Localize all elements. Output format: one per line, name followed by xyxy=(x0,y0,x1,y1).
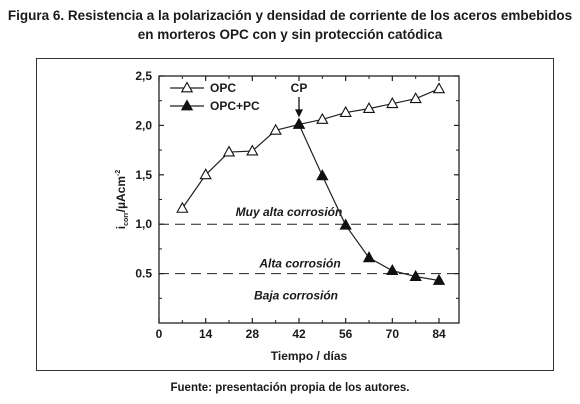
x-tick-label: 42 xyxy=(292,327,306,341)
figure-title: Figura 6. Resistencia a la polarización … xyxy=(0,6,580,44)
data-point xyxy=(432,273,446,285)
series-opc-pc xyxy=(292,117,446,285)
legend-label: OPC+PC xyxy=(210,99,260,113)
y-tick-label: 2,5 xyxy=(135,69,152,83)
legend-marker xyxy=(180,99,194,111)
data-point xyxy=(362,101,376,114)
data-point xyxy=(316,112,329,124)
data-point xyxy=(292,117,306,129)
x-tick-label: 84 xyxy=(432,327,446,341)
x-axis-label: Tiempo / días xyxy=(271,349,348,363)
data-point xyxy=(386,264,399,276)
y-axis-label-main: i xyxy=(114,226,128,229)
x-tick-label: 14 xyxy=(199,327,213,341)
data-point xyxy=(339,105,352,117)
reference-label-baja: Baja corrosión xyxy=(254,288,338,302)
y-tick-label: 1,5 xyxy=(135,168,152,182)
data-point xyxy=(316,169,329,181)
data-point xyxy=(199,168,212,180)
plot-area xyxy=(158,75,460,324)
data-point xyxy=(362,251,376,263)
series-layer xyxy=(176,82,446,285)
x-tick-label: 70 xyxy=(386,327,400,341)
y-tick-label: 2,0 xyxy=(135,118,152,132)
corrosion-current-chart: 0 14 28 42 56 70 84 0.5 1,0 1,5 2,0 2,5 Tiempo / día… xyxy=(114,69,460,363)
data-point xyxy=(176,201,189,213)
reference-label-muy-alta: Muy alta corrosión xyxy=(236,205,343,219)
legend: OPC OPC+PC xyxy=(170,81,260,113)
figure-frame xyxy=(36,58,554,371)
x-tick-label: 56 xyxy=(339,327,353,341)
figure-source: Fuente: presentación propia de los autor… xyxy=(170,382,410,394)
legend-marker xyxy=(180,81,194,93)
y-axis-label-sub: corr xyxy=(123,212,130,226)
data-point xyxy=(432,82,446,94)
y-axis-label-sup: -2 xyxy=(115,170,122,176)
figure-title-line-1: Figura 6. Resistencia a la polarización … xyxy=(7,8,573,23)
axes: 0 14 28 42 56 70 84 0.5 1,0 1,5 2,0 2,5 Tiempo / día… xyxy=(114,69,460,363)
legend-label: OPC xyxy=(210,81,236,95)
y-tick-label: 0.5 xyxy=(135,267,152,281)
y-axis-label-rest: /µAcm xyxy=(114,176,128,212)
y-axis-label: icorr/µAcm-2 xyxy=(114,170,130,230)
data-point xyxy=(409,269,422,281)
x-tick-label: 28 xyxy=(246,327,260,341)
data-point xyxy=(246,144,259,156)
data-point xyxy=(269,123,282,135)
data-point xyxy=(409,92,422,104)
data-point xyxy=(222,145,236,157)
x-tick-label: 0 xyxy=(156,327,163,341)
data-point xyxy=(386,97,399,109)
annotations: CP xyxy=(291,81,308,118)
cp-label: CP xyxy=(291,81,308,95)
y-tick-label: 1,0 xyxy=(135,217,152,231)
figure-title-line-2: en morteros OPC con y sin protección cat… xyxy=(137,27,443,42)
reference-lines: Muy alta corrosión Alta corrosión Baja cor… xyxy=(159,205,459,302)
data-point xyxy=(339,218,352,230)
cp-arrow-head xyxy=(295,109,303,118)
reference-label-alta: Alta corrosión xyxy=(258,257,340,271)
